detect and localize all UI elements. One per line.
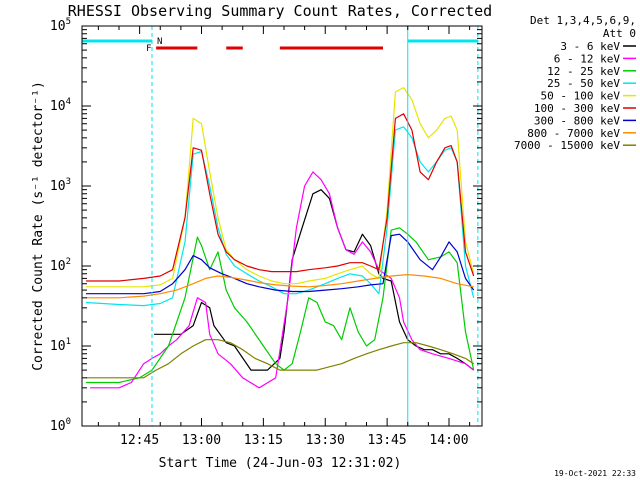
series-line-5 (86, 86, 475, 288)
y-tick-label: 102 (50, 257, 71, 274)
flag-label-f: F (146, 44, 151, 54)
flag-label-n: N (157, 37, 162, 47)
x-tick-label: 13:30 (306, 433, 345, 448)
plot-area: NF (82, 26, 479, 426)
flag-bar-n-2 (407, 39, 478, 43)
legend-entry-label: 50 - 100 keV (541, 90, 621, 103)
x-tick-label: 13:45 (368, 433, 407, 448)
x-tick-label: 14:00 (429, 433, 468, 448)
x-axis: 12:45 13:00 13:15 13:30 13:45 14:00 (97, 26, 471, 448)
x-tick-label: 13:15 (244, 433, 283, 448)
series-line-2 (90, 171, 475, 389)
y-tick-label: 104 (50, 97, 71, 114)
series-line-8 (86, 274, 474, 299)
legend-entry-label: 800 - 7000 keV (527, 127, 620, 140)
y-tick-label: 100 (50, 417, 71, 434)
x-axis-label: Start Time (24-Jun-03 12:31:02) (159, 456, 402, 471)
legend-entry-label: 6 - 12 keV (554, 52, 621, 65)
flag-bar-f-1 (156, 46, 198, 50)
y-axis: 100 101 102 103 104 105 (50, 17, 482, 434)
series-line-7 (86, 233, 475, 295)
series-line-3 (86, 227, 475, 384)
series-line-9 (86, 339, 475, 379)
plot-frame (81, 25, 483, 427)
y-tick-label: 105 (50, 17, 71, 34)
legend-entry-label: 100 - 300 keV (534, 102, 620, 115)
legend-entry-label: 7000 - 15000 keV (514, 139, 620, 152)
x-tick-label: 12:45 (120, 433, 159, 448)
series-line-6 (86, 113, 475, 282)
legend-header-line: Det 1,3,4,5,6,9, (530, 14, 636, 27)
legend-entry-label: 300 - 800 keV (534, 114, 620, 127)
footer-date: 19-Oct-2021 22:33 (554, 469, 636, 478)
y-tick-label: 101 (50, 337, 71, 354)
flag-bar-f-3 (279, 46, 383, 50)
y-axis-label: Corrected Count Rate (s⁻¹ detector⁻¹) (31, 81, 46, 371)
legend-entry-label: 3 - 6 keV (560, 40, 620, 53)
x-tick-label: 13:00 (182, 433, 221, 448)
legend-entry-label: 25 - 50 keV (547, 77, 620, 90)
flag-bar-f-2 (226, 46, 243, 50)
chart-title: RHESSI Observing Summary Count Rates, Co… (68, 2, 492, 20)
series-group (85, 86, 475, 389)
series-line-4 (85, 126, 475, 307)
flag-bar-n-1 (82, 39, 152, 43)
legend-entry-label: 12 - 25 keV (547, 65, 620, 78)
legend-header-line: Att 0 (603, 27, 636, 40)
y-tick-label: 103 (50, 177, 71, 194)
